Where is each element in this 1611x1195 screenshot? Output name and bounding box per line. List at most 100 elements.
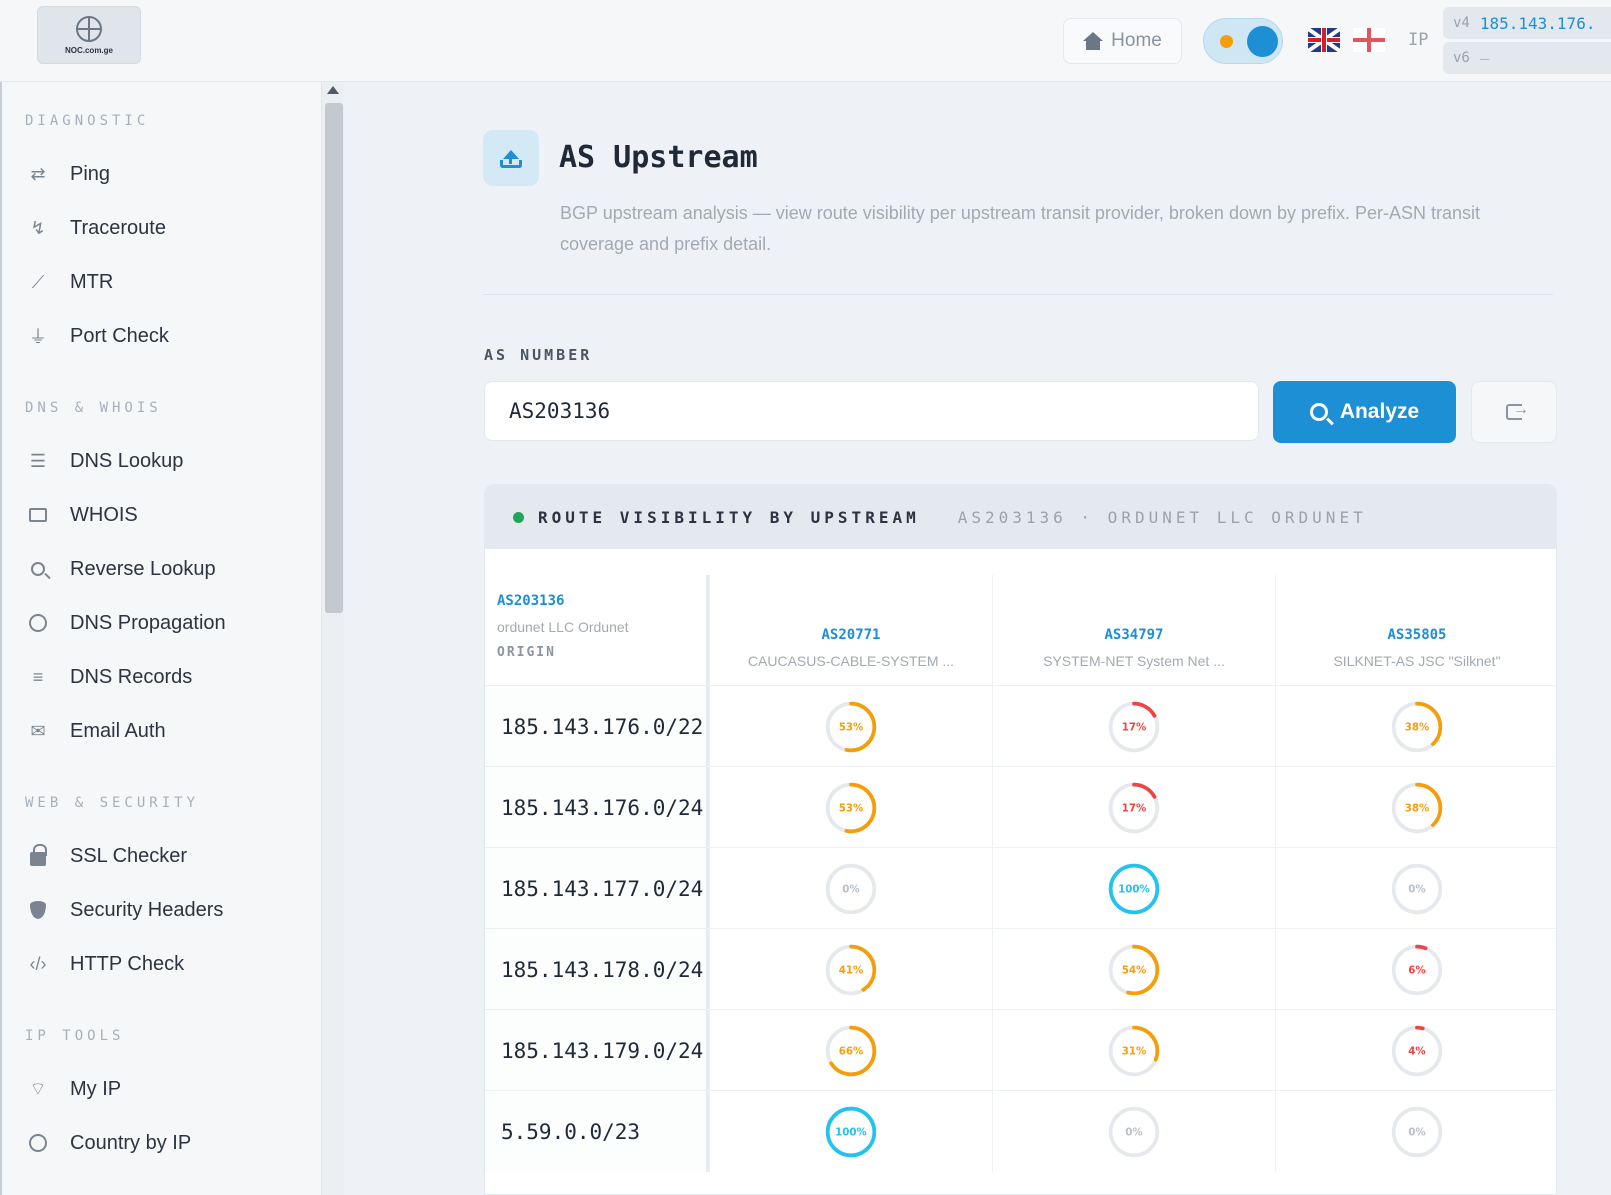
visibility-gauge: 54%: [1108, 944, 1160, 995]
home-button[interactable]: Home: [1063, 18, 1182, 64]
sidebar-item-reverse-lookup[interactable]: Reverse Lookup: [28, 551, 216, 587]
upstream-header: AS35805 SILKNET-AS JSC "Silknet": [1275, 575, 1556, 685]
visibility-cell[interactable]: 0%: [992, 1091, 1275, 1172]
theme-toggle[interactable]: [1203, 18, 1283, 64]
ping-icon: ⇄: [30, 163, 46, 184]
sidebar-item-dns-propagation[interactable]: DNS Propagation: [28, 605, 226, 641]
visibility-cell[interactable]: 4%: [1275, 1010, 1556, 1091]
scrollbar-thumb[interactable]: [325, 103, 343, 613]
section-title-dns-whois: DNS & WHOIS: [25, 400, 162, 416]
prefix-cell[interactable]: 185.143.179.0/24: [485, 1010, 709, 1091]
plug-icon: ⏚: [29, 327, 47, 347]
upstream-asn[interactable]: AS35805: [1387, 627, 1447, 643]
prefix-cell[interactable]: 185.143.176.0/22: [485, 686, 709, 767]
visibility-cell[interactable]: 0%: [1275, 848, 1556, 929]
prefix-cell[interactable]: 185.143.177.0/24: [485, 848, 709, 929]
origin-header: AS203136 ordunet LLC Ordunet ORIGIN: [485, 575, 709, 685]
as-number-input[interactable]: [484, 381, 1259, 441]
visibility-cell[interactable]: 53%: [709, 767, 992, 848]
ipv4-value: 185.143.176.: [1479, 13, 1596, 33]
search-icon: [28, 559, 48, 579]
visibility-cell[interactable]: 0%: [709, 848, 992, 929]
section-title-diagnostic: DIAGNOSTIC: [25, 113, 150, 129]
id-card-icon: [28, 505, 48, 525]
gauge-label: 0%: [842, 883, 859, 895]
sidebar-item-label: DNS Records: [70, 665, 193, 688]
sidebar-item-dns-lookup[interactable]: ☰ DNS Lookup: [28, 443, 183, 479]
visibility-cell[interactable]: 54%: [992, 929, 1275, 1010]
sidebar-item-whois[interactable]: WHOIS: [28, 497, 138, 533]
table-row: 5.59.0.0/23 100% 0% 0%: [485, 1090, 1556, 1172]
visibility-cell[interactable]: 6%: [1275, 929, 1556, 1010]
server-icon: ☰: [29, 450, 47, 471]
lock-icon: [28, 843, 48, 866]
sidebar-item-country-by-ip[interactable]: Country by IP: [28, 1125, 191, 1161]
sidebar-item-my-ip[interactable]: ⌔ My IP: [28, 1071, 122, 1107]
ipv6-display[interactable]: v6 —: [1443, 42, 1611, 74]
visibility-cell[interactable]: 100%: [709, 1091, 992, 1172]
traceroute-icon: ↯: [30, 217, 46, 238]
sidebar-item-traceroute[interactable]: ↯ Traceroute: [28, 210, 166, 246]
gauge-track: [1391, 863, 1443, 914]
upstream-header: AS34797 SYSTEM-NET System Net ...: [992, 575, 1275, 685]
visibility-cell[interactable]: 38%: [1275, 767, 1556, 848]
visibility-gauge: 0%: [1391, 1106, 1443, 1157]
visibility-cell[interactable]: 17%: [992, 686, 1275, 767]
prefix-cell[interactable]: 185.143.178.0/24: [485, 929, 709, 1010]
table-row: 185.143.178.0/24 41% 54% 6%: [485, 928, 1556, 1010]
site-logo[interactable]: NOC.com.ge: [37, 6, 141, 64]
upstream-asn[interactable]: AS34797: [1104, 627, 1164, 643]
scroll-up-arrow-icon[interactable]: [327, 86, 339, 94]
upstream-asn[interactable]: AS20771: [821, 627, 881, 643]
visibility-cell[interactable]: 31%: [992, 1010, 1275, 1091]
visibility-gauge: 6%: [1391, 944, 1443, 995]
prefix-cell[interactable]: 185.143.176.0/24: [485, 767, 709, 848]
sidebar-item-ssl-checker[interactable]: SSL Checker: [28, 838, 187, 874]
panel-subtitle: AS203136 · ORDUNET LLC ORDUNET: [957, 507, 1367, 527]
sidebar-item-ping[interactable]: ⇄ Ping: [28, 156, 110, 192]
sidebar-item-label: Ping: [70, 162, 111, 185]
visibility-cell[interactable]: 38%: [1275, 686, 1556, 767]
gauge-arc: [1108, 1025, 1160, 1076]
sidebar-item-label: Reverse Lookup: [70, 557, 216, 580]
ipv4-display[interactable]: v4 185.143.176.: [1443, 7, 1611, 39]
visibility-cell[interactable]: 17%: [992, 767, 1275, 848]
visibility-gauge: 53%: [825, 701, 877, 752]
sidebar-item-dns-records[interactable]: ≡ DNS Records: [28, 659, 193, 695]
gauge-label: 38%: [1405, 802, 1430, 814]
gauge-label: 53%: [839, 721, 864, 733]
export-button[interactable]: [1471, 381, 1557, 443]
code-icon: ‹/›: [29, 953, 47, 974]
search-icon: [1309, 403, 1328, 421]
gauge-arc: [825, 701, 877, 752]
visibility-cell[interactable]: 0%: [1275, 1091, 1556, 1172]
visibility-cell[interactable]: 100%: [992, 848, 1275, 929]
gauge-label: 4%: [1408, 1045, 1425, 1057]
analyze-button[interactable]: Analyze: [1273, 381, 1456, 443]
shield-icon: [28, 900, 48, 920]
origin-asn[interactable]: AS203136: [497, 593, 565, 609]
visibility-cell[interactable]: 66%: [709, 1010, 992, 1091]
export-icon: [1506, 401, 1529, 420]
sidebar-item-http-check[interactable]: ‹/› HTTP Check: [28, 946, 185, 982]
prefix-cell[interactable]: 5.59.0.0/23: [485, 1091, 709, 1172]
visibility-gauge: 38%: [1391, 782, 1443, 833]
uk-flag-icon[interactable]: [1308, 28, 1340, 52]
divider: [483, 294, 1553, 295]
gauge-label: 31%: [1122, 1045, 1147, 1057]
list-icon: ≡: [32, 666, 44, 687]
sidebar-item-security-headers[interactable]: Security Headers: [28, 892, 223, 928]
upload-icon: [483, 130, 539, 186]
georgia-flag-icon[interactable]: [1353, 28, 1385, 52]
sidebar-item-email-auth[interactable]: ✉ Email Auth: [28, 713, 165, 749]
visibility-cell[interactable]: 41%: [709, 929, 992, 1010]
page-description: BGP upstream analysis — view route visib…: [560, 203, 1481, 254]
table-row: 185.143.176.0/22 53% 17% 38%: [485, 685, 1556, 767]
gauge-label: 100%: [835, 1126, 867, 1138]
page-title: AS Upstream: [559, 140, 758, 175]
sidebar-item-mtr[interactable]: ⟋ MTR: [28, 264, 114, 300]
visibility-cell[interactable]: 53%: [709, 686, 992, 767]
gauge-arc: [1108, 944, 1160, 995]
sidebar-item-port-check[interactable]: ⏚ Port Check: [28, 318, 169, 354]
visibility-gauge: 53%: [825, 782, 877, 833]
